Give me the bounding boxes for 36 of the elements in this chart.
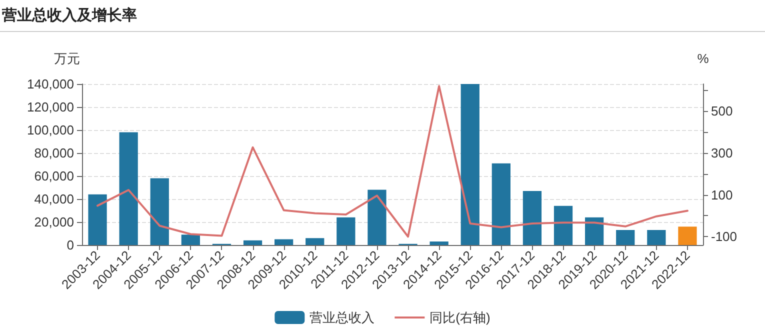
bar	[243, 240, 262, 245]
bar	[88, 194, 107, 245]
y-tick-label: 20,000	[34, 214, 74, 230]
y-tick-label: 120,000	[27, 100, 74, 114]
y-tick-label: 80,000	[34, 146, 74, 160]
bar	[119, 132, 138, 245]
bar	[647, 230, 666, 245]
y2-tick-label: 300	[711, 146, 733, 160]
y-tick-label: 60,000	[34, 168, 74, 184]
y-tick-label: 100,000	[27, 122, 74, 138]
bar	[368, 190, 386, 245]
bar	[430, 242, 448, 245]
y-tick-label: 140,000	[27, 76, 74, 92]
bar	[585, 217, 604, 245]
y-axis-title: 万元	[54, 51, 80, 66]
bar	[616, 230, 635, 245]
y2-tick-label: 500	[711, 104, 733, 119]
bar	[554, 206, 573, 245]
bar	[492, 163, 510, 245]
y2-tick-label: 100	[711, 187, 733, 202]
bar	[522, 190, 542, 245]
bar	[306, 238, 324, 245]
y2-tick-label: -100	[711, 229, 738, 244]
chart-title: 营业总收入及增长率	[0, 0, 765, 32]
bar	[150, 178, 169, 245]
y2-axis-title: %	[697, 51, 710, 66]
bar	[678, 226, 697, 245]
line-series	[96, 85, 688, 238]
legend-label: 营业总收入	[310, 310, 375, 325]
y-tick-label: 40,000	[34, 192, 74, 206]
bar	[274, 239, 294, 245]
legend-label: 同比(右轴)	[430, 310, 490, 325]
bar	[336, 217, 356, 245]
bar	[460, 84, 480, 245]
bar	[181, 234, 200, 245]
y-tick-label: 0	[66, 238, 74, 252]
